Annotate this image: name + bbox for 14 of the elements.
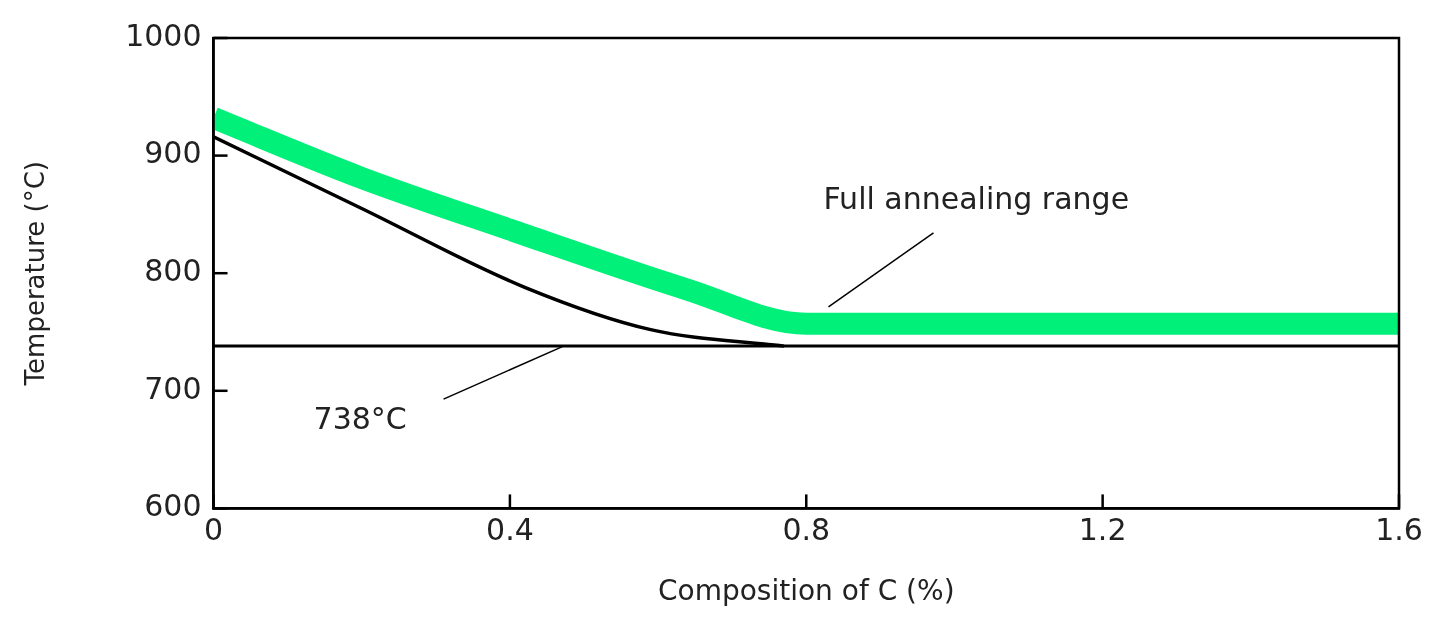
- y-tick-label: 800: [144, 253, 202, 288]
- y-axis-title: Temperature (°C): [20, 161, 51, 387]
- y-tick-label: 1000: [125, 17, 202, 53]
- y-tick-label: 600: [144, 488, 202, 524]
- x-tick-label: 1.2: [1078, 512, 1127, 548]
- x-axis-title: Composition of C (%): [657, 574, 955, 608]
- annotation: Full annealing range: [823, 180, 1130, 216]
- x-tick-label: 0.4: [486, 512, 534, 548]
- x-tick-label: 0: [204, 512, 224, 548]
- ref-line-label: 738°C: [313, 400, 407, 436]
- y-tick-label: 900: [144, 135, 202, 171]
- x-tick-label: 1.6: [1375, 512, 1423, 548]
- y-tick-label: 700: [144, 370, 202, 406]
- x-tick-label: 0.8: [782, 512, 831, 548]
